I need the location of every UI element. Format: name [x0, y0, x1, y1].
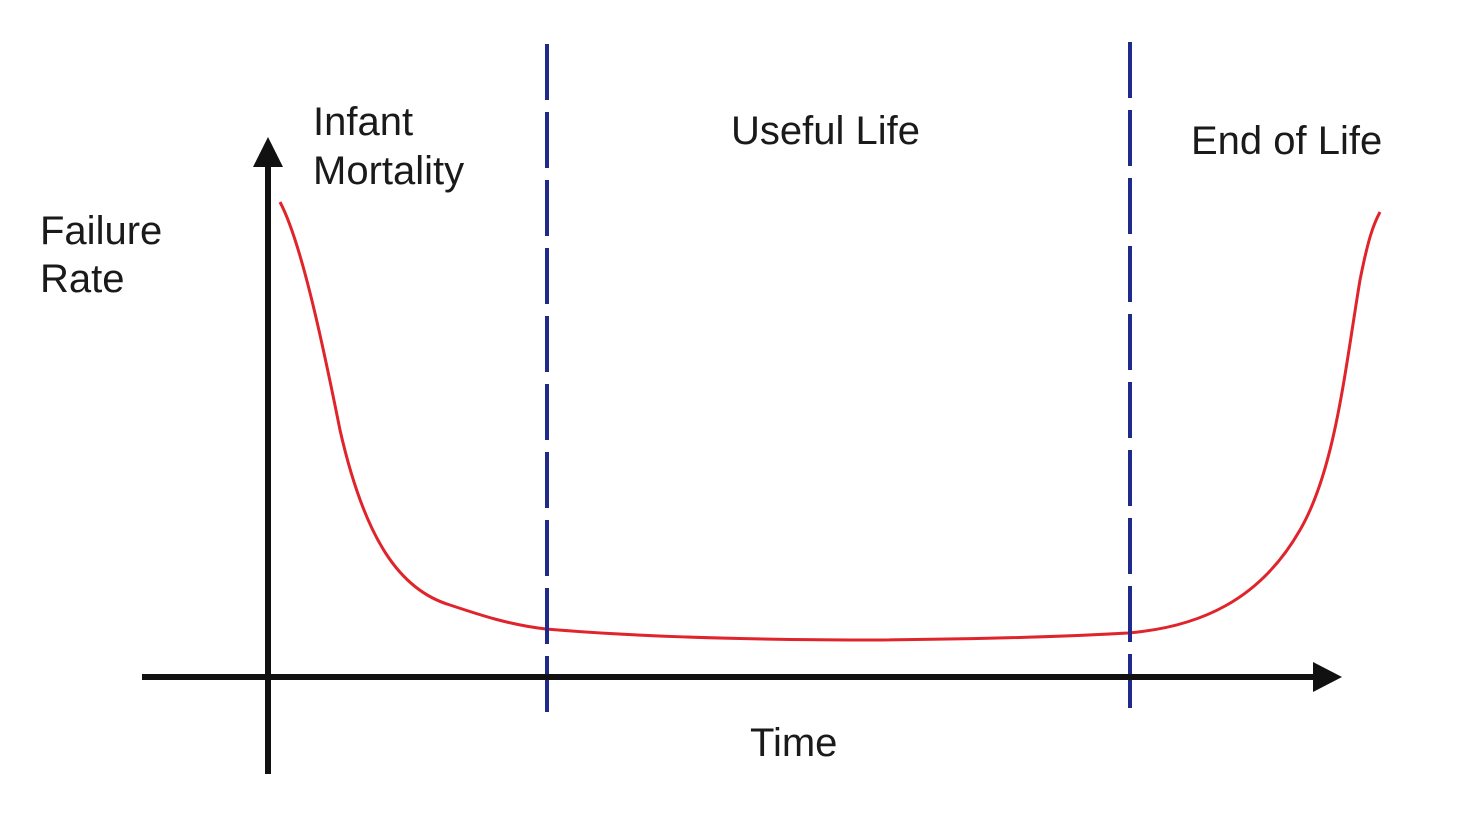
- region-label-useful-life-text: Useful Life: [731, 109, 920, 153]
- y-axis-label-line-2: Rate: [40, 257, 125, 301]
- region-label-infant-mortality-line-1: Infant: [313, 100, 413, 144]
- region-label-end-of-life: End of Life: [1191, 119, 1382, 163]
- region-label-useful-life: Useful Life: [731, 109, 920, 153]
- region-label-end-of-life-text: End of Life: [1191, 119, 1382, 163]
- failure-rate-curve: [278, 201, 1382, 642]
- region-label-infant-mortality-line-2: Mortality: [313, 149, 464, 193]
- x-axis-arrowhead: [1313, 662, 1342, 692]
- y-axis-label-line-1: Failure: [40, 209, 162, 253]
- y-axis-label: Failure Rate: [40, 209, 173, 301]
- region-label-infant-mortality: Infant Mortality: [313, 100, 464, 193]
- x-axis-label: Time: [750, 721, 837, 765]
- y-axis-arrowhead: [253, 137, 283, 167]
